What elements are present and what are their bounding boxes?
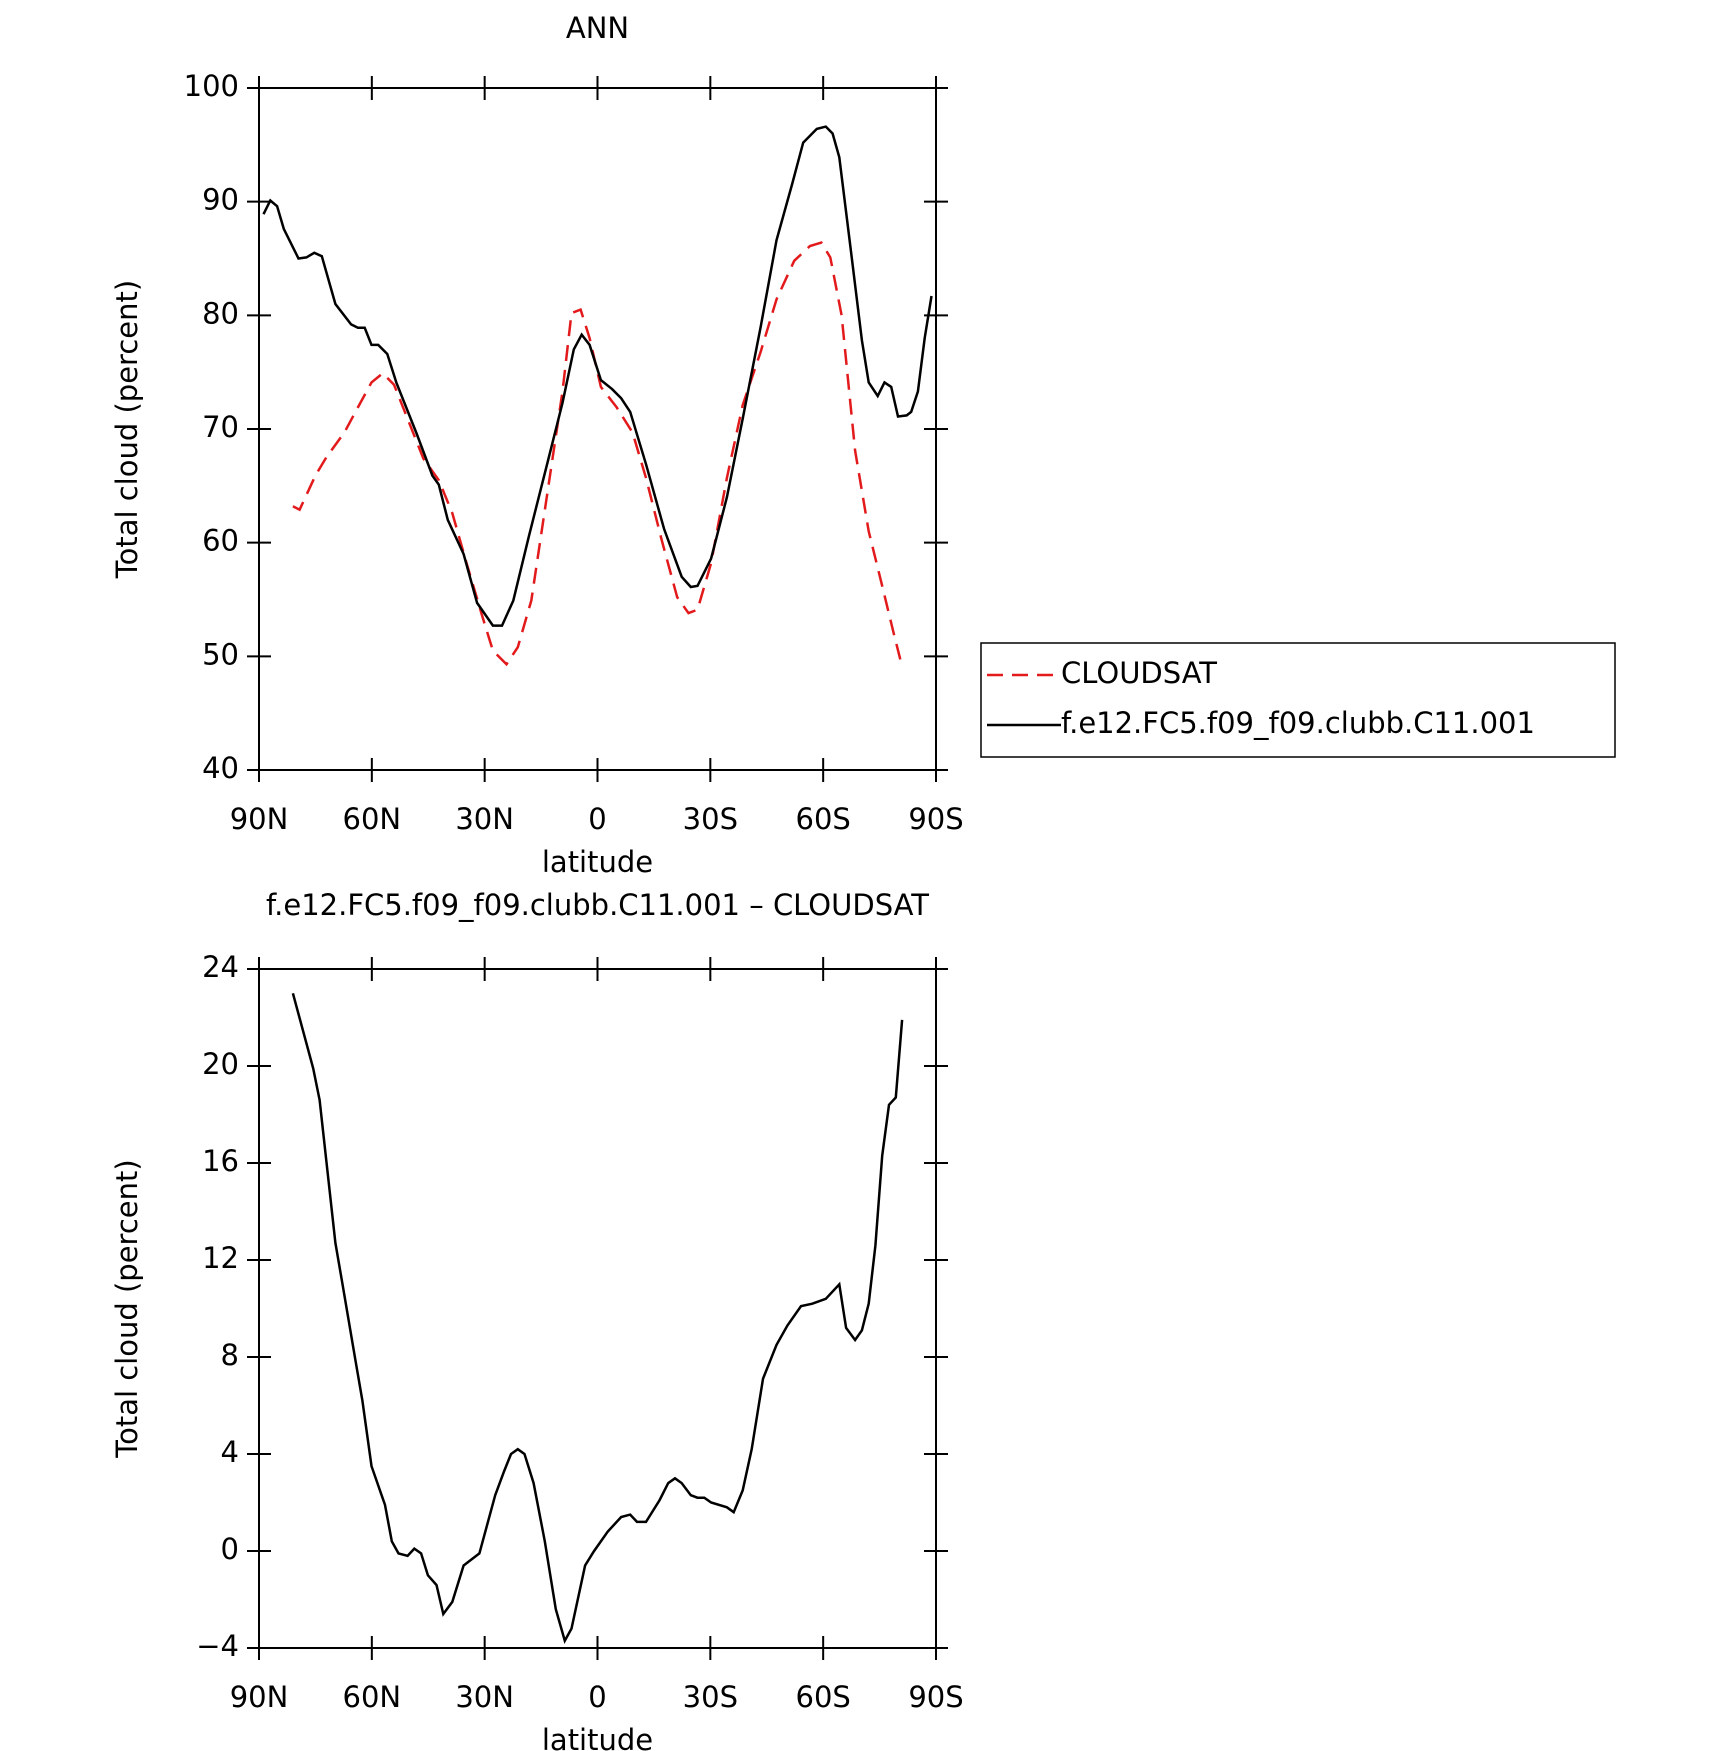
x-tick-label: 30N [455,802,514,836]
chart-title: f.e12.FC5.f09_f09.clubb.C11.001 – CLOUDS… [266,888,929,922]
y-axis-label: Total cloud (percent) [110,1159,144,1458]
legend-label: CLOUDSAT [1061,656,1217,690]
x-tick-label: 0 [588,1680,606,1714]
legend-box [980,642,1616,758]
x-tick-label: 30N [455,1680,514,1714]
y-tick-label: 16 [202,1144,239,1178]
x-tick-label: 60S [796,802,851,836]
x-tick-label: 60S [796,1680,851,1714]
x-tick-label: 30S [683,1680,738,1714]
x-tick-label: 0 [588,802,606,836]
y-tick-label: 50 [202,637,239,671]
chart-title: ANN [566,11,629,45]
x-tick-label: 60N [343,1680,402,1714]
y-tick-label: 90 [202,183,239,217]
series-line [291,992,904,1644]
x-tick-label: 90S [908,1680,963,1714]
y-tick-label: 100 [184,69,239,103]
y-tick-label: −4 [196,1629,239,1663]
y-tick-label: 60 [202,524,239,558]
x-tick-label: 90N [230,1680,289,1714]
y-tick-label: 70 [202,410,239,444]
y-tick-label: 24 [202,950,239,984]
y-tick-label: 20 [202,1047,239,1081]
plot-frame [258,87,937,771]
series-line [262,125,933,627]
y-tick-label: 80 [202,296,239,330]
y-axis-label: Total cloud (percent) [110,280,144,579]
y-tick-label: 0 [221,1532,239,1566]
y-tick-label: 40 [202,751,239,785]
y-tick-label: 8 [221,1338,239,1372]
y-tick-label: 4 [221,1435,239,1469]
legend-label: f.e12.FC5.f09_f09.clubb.C11.001 [1061,706,1535,740]
x-axis-label: latitude [542,845,653,879]
x-axis-label: latitude [542,1723,653,1751]
x-tick-label: 90S [908,802,963,836]
series-line [292,241,904,667]
x-tick-label: 30S [683,802,738,836]
y-tick-label: 12 [202,1241,239,1275]
x-tick-label: 60N [343,802,402,836]
x-tick-label: 90N [230,802,289,836]
